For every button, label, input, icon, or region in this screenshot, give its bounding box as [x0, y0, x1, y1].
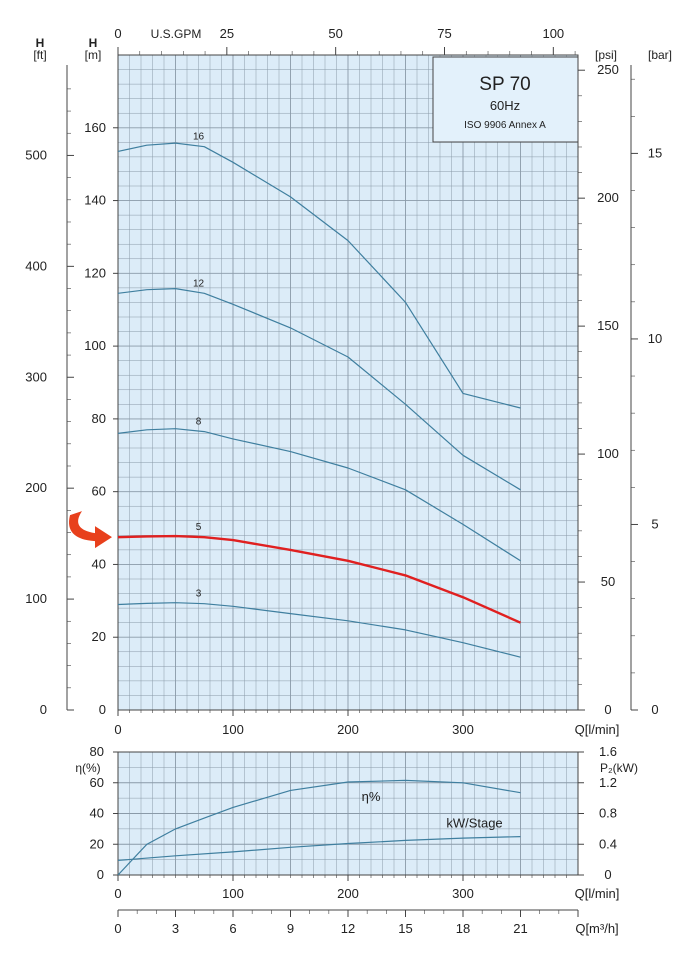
title-box-frame	[432, 56, 579, 143]
y-tick-label-psi: 250	[597, 62, 619, 77]
m3h-tick-label: 15	[398, 921, 412, 936]
m3h-tick-label: 18	[456, 921, 470, 936]
y-tick-label-ft: 200	[25, 480, 47, 495]
y-tick-label-eff: 40	[90, 806, 104, 821]
y-tick-label-power: 0.4	[599, 836, 617, 851]
m3h-tick-label: 9	[287, 921, 294, 936]
series-line-8	[117, 428, 521, 562]
y-axis-unit-m: [m]	[85, 48, 102, 62]
top-tick-label-gpm: 100	[542, 26, 564, 41]
y-tick-label-power: 1.6	[599, 744, 617, 759]
x-axis-label-bottom: Q[l/min]	[575, 886, 620, 901]
y-tick-label-psi: 200	[597, 190, 619, 205]
m3h-tick-label: 0	[114, 921, 121, 936]
top-tick-label-gpm: 75	[437, 26, 451, 41]
y-axis-unit-ft: [ft]	[33, 48, 46, 62]
title-box: SP 70 60Hz ISO 9906 Annex A	[432, 56, 579, 143]
m3h-tick-label: 6	[229, 921, 236, 936]
y-axis-label-eff: η(%)	[75, 761, 100, 775]
head-curve-panel: 204060801001201401600H[m]010020030040050…	[25, 26, 672, 737]
y-tick-label-power: 0	[604, 867, 611, 882]
y-tick-label-m: 60	[92, 484, 106, 499]
y-tick-label-eff: 60	[90, 775, 104, 790]
series-label-3: 3	[196, 589, 202, 600]
y-tick-label-bar: 0	[651, 702, 658, 717]
y-tick-label-bar: 15	[648, 145, 662, 160]
highlight-arrow	[69, 511, 112, 549]
chart-note: ISO 9906 Annex A	[464, 120, 546, 131]
x-tick-label-bottom: 300	[452, 886, 474, 901]
x-tick-label: 300	[452, 722, 474, 737]
y-tick-label-m: 20	[92, 629, 106, 644]
series-label-5: 5	[196, 522, 202, 533]
x-tick-label: 200	[337, 722, 359, 737]
m3h-axis-label: Q[m³/h]	[575, 921, 618, 936]
y-tick-label-m: 80	[92, 411, 106, 426]
y-tick-label-m: 160	[84, 120, 106, 135]
y-axis-unit-bar: [bar]	[648, 48, 672, 62]
y-tick-label-power: 0.8	[599, 806, 617, 821]
x-tick-label: 100	[222, 722, 244, 737]
series-line-power	[117, 836, 521, 861]
y-tick-label-eff: 0	[97, 867, 104, 882]
series-line-efficiency	[117, 779, 521, 876]
efficiency-power-panel: 0 20 40 60 80 η(%) 0 0.4 0.8 1.2 1.6 P₂(kW) 0 100 200 3…	[75, 744, 638, 901]
y-tick-label-eff: 80	[90, 744, 104, 759]
y-tick-label-ft: 0	[40, 702, 47, 717]
y-tick-label-eff: 20	[90, 836, 104, 851]
y-tick-label-bar: 5	[651, 516, 658, 531]
top-tick-label-gpm: 0	[114, 26, 121, 41]
x-axis-label: Q[l/min]	[575, 722, 620, 737]
y-axis-head-ft: H	[36, 36, 45, 50]
y-tick-label-m: 0	[99, 702, 106, 717]
series-line-3	[117, 602, 521, 658]
series-label-power: kW/Stage	[446, 815, 502, 830]
m3h-tick-label: 21	[513, 921, 527, 936]
x-tick-label: 0	[114, 722, 121, 737]
chart-subtitle: 60Hz	[490, 98, 520, 113]
series-label-8: 8	[196, 417, 202, 428]
y-tick-label-psi: 100	[597, 446, 619, 461]
series-label-12: 12	[193, 278, 205, 289]
x-tick-label-bottom: 0	[114, 886, 121, 901]
y-tick-label-m: 140	[84, 193, 106, 208]
x-tick-label-bottom: 100	[222, 886, 244, 901]
m3h-tick-label: 3	[172, 921, 179, 936]
y-axis-head-m: H	[89, 36, 98, 50]
series-line-5	[117, 534, 521, 624]
series-line-12	[117, 288, 521, 491]
y-tick-label-psi: 150	[597, 318, 619, 333]
chart-title: SP 70	[479, 74, 530, 95]
series-line-16	[117, 142, 521, 409]
y-tick-label-ft: 300	[25, 369, 47, 384]
y-tick-label-bar: 10	[648, 331, 662, 346]
y-tick-label-m: 100	[84, 338, 106, 353]
y-tick-label-ft: 500	[25, 147, 47, 162]
y-tick-label-ft: 400	[25, 258, 47, 273]
y-tick-label-m: 120	[84, 265, 106, 280]
y-tick-label-m: 40	[92, 556, 106, 571]
top-tick-label-gpm: 50	[328, 26, 342, 41]
y-axis-label-power: P₂(kW)	[600, 761, 638, 775]
x-tick-label-bottom: 200	[337, 886, 359, 901]
y-axis-unit-psi: [psi]	[595, 48, 617, 62]
series-label-efficiency: η%	[362, 789, 381, 804]
y-tick-label-power: 1.2	[599, 775, 617, 790]
series-label-16: 16	[193, 132, 205, 143]
top-axis-label: U.S.GPM	[151, 27, 202, 41]
y-tick-label-psi: 0	[604, 702, 611, 717]
top-tick-label-gpm: 25	[220, 26, 234, 41]
m3h-tick-label: 12	[341, 921, 355, 936]
y-tick-label-ft: 100	[25, 591, 47, 606]
y-tick-label-psi: 50	[601, 574, 615, 589]
flow-m3h-axis: 0 3 6 9 12 15 18 21 Q[m³/h]	[114, 909, 619, 936]
